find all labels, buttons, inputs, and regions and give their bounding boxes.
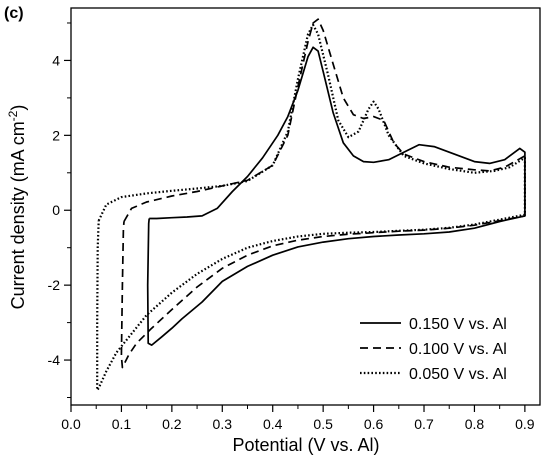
y-axis-label-end: ) [8, 105, 28, 111]
plot-area: 0.0 0.1 0.2 0.3 0.4 0.5 0.6 0.7 0.8 0.9 -4 -2 0 2 4 [48, 7, 541, 432]
legend-label: 0.100 V vs. Al [409, 341, 507, 358]
y-tick-label: -4 [48, 352, 61, 368]
y-tick-label: 0 [52, 202, 60, 218]
legend: 0.150 V vs. Al 0.100 V vs. Al 0.050 V vs. … [360, 316, 507, 383]
x-tick-label: 0.6 [364, 416, 384, 432]
legend-label: 0.050 V vs. Al [409, 366, 507, 383]
y-axis-label: Current density (mA cm-2) [6, 105, 28, 310]
y-tick-label: -2 [48, 277, 61, 293]
y-axis-label-main: Current density (mA cm [8, 121, 28, 309]
y-tick-label: 2 [52, 127, 60, 143]
series-line [96, 23, 526, 392]
series-line [146, 46, 526, 346]
y-tick-label: 4 [52, 52, 60, 68]
x-axis-label: Potential (V vs. Al) [232, 435, 379, 455]
x-tick-label: 0.4 [263, 416, 283, 432]
x-tick-label: 0.2 [162, 416, 182, 432]
y-axis-label-sup: -2 [6, 110, 20, 121]
series-line [120, 18, 526, 369]
series-layer [96, 18, 526, 392]
x-tick-label: 0.0 [61, 416, 81, 432]
x-tick-label: 0.8 [465, 416, 485, 432]
x-tick-label: 0.5 [313, 416, 333, 432]
panel-label: (c) [4, 5, 24, 22]
x-tick-label: 0.9 [515, 416, 535, 432]
x-tick-label: 0.3 [213, 416, 233, 432]
plot-frame [70, 7, 541, 406]
legend-label: 0.150 V vs. Al [409, 316, 507, 333]
x-tick-label: 0.7 [414, 416, 434, 432]
x-tick-label: 0.1 [112, 416, 132, 432]
